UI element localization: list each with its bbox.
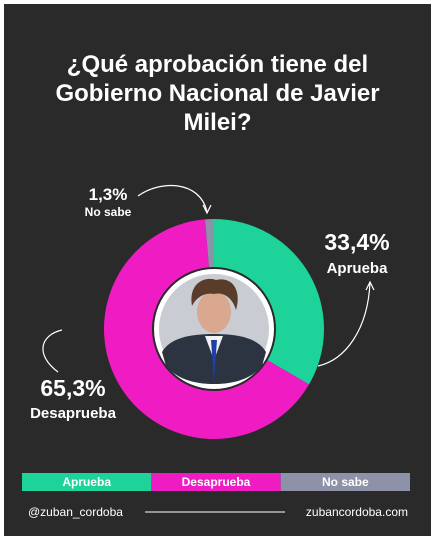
photo-tie [211, 340, 217, 382]
value-label: 1,3% [89, 185, 128, 204]
legend-label: No sabe [322, 475, 369, 489]
donut-slice [104, 219, 310, 439]
connector [317, 281, 371, 367]
arrow-head [365, 280, 375, 291]
connectors [42, 184, 375, 373]
slice-label: Desaprueba [30, 405, 117, 422]
photo-face [197, 291, 231, 333]
center-photo [154, 269, 274, 389]
legend-swatch [22, 473, 152, 491]
slice-label: Aprueba [327, 260, 389, 277]
slice-label: No sabe [85, 205, 132, 219]
legend-swatch [280, 473, 410, 491]
chart-title: ¿Qué aprobación tiene del Gobierno Nacio… [55, 51, 380, 136]
value-label: 65,3% [40, 375, 105, 401]
donut-slice [205, 219, 214, 268]
connector [42, 329, 63, 373]
footer-site: zubancordoba.com [306, 505, 408, 519]
legend-swatch [151, 473, 281, 491]
footer-handle: @zuban_cordoba [28, 505, 123, 519]
donut-slice [214, 219, 324, 385]
arrow-head [202, 204, 212, 215]
value-label: 33,4% [324, 229, 389, 255]
photo-hair [191, 278, 238, 310]
legend-label: Aprueba [62, 475, 111, 489]
connector [137, 184, 208, 213]
legend-label: Desaprueba [182, 475, 251, 489]
card: ¿Qué aprobación tiene del Gobierno Nacio… [4, 4, 431, 536]
